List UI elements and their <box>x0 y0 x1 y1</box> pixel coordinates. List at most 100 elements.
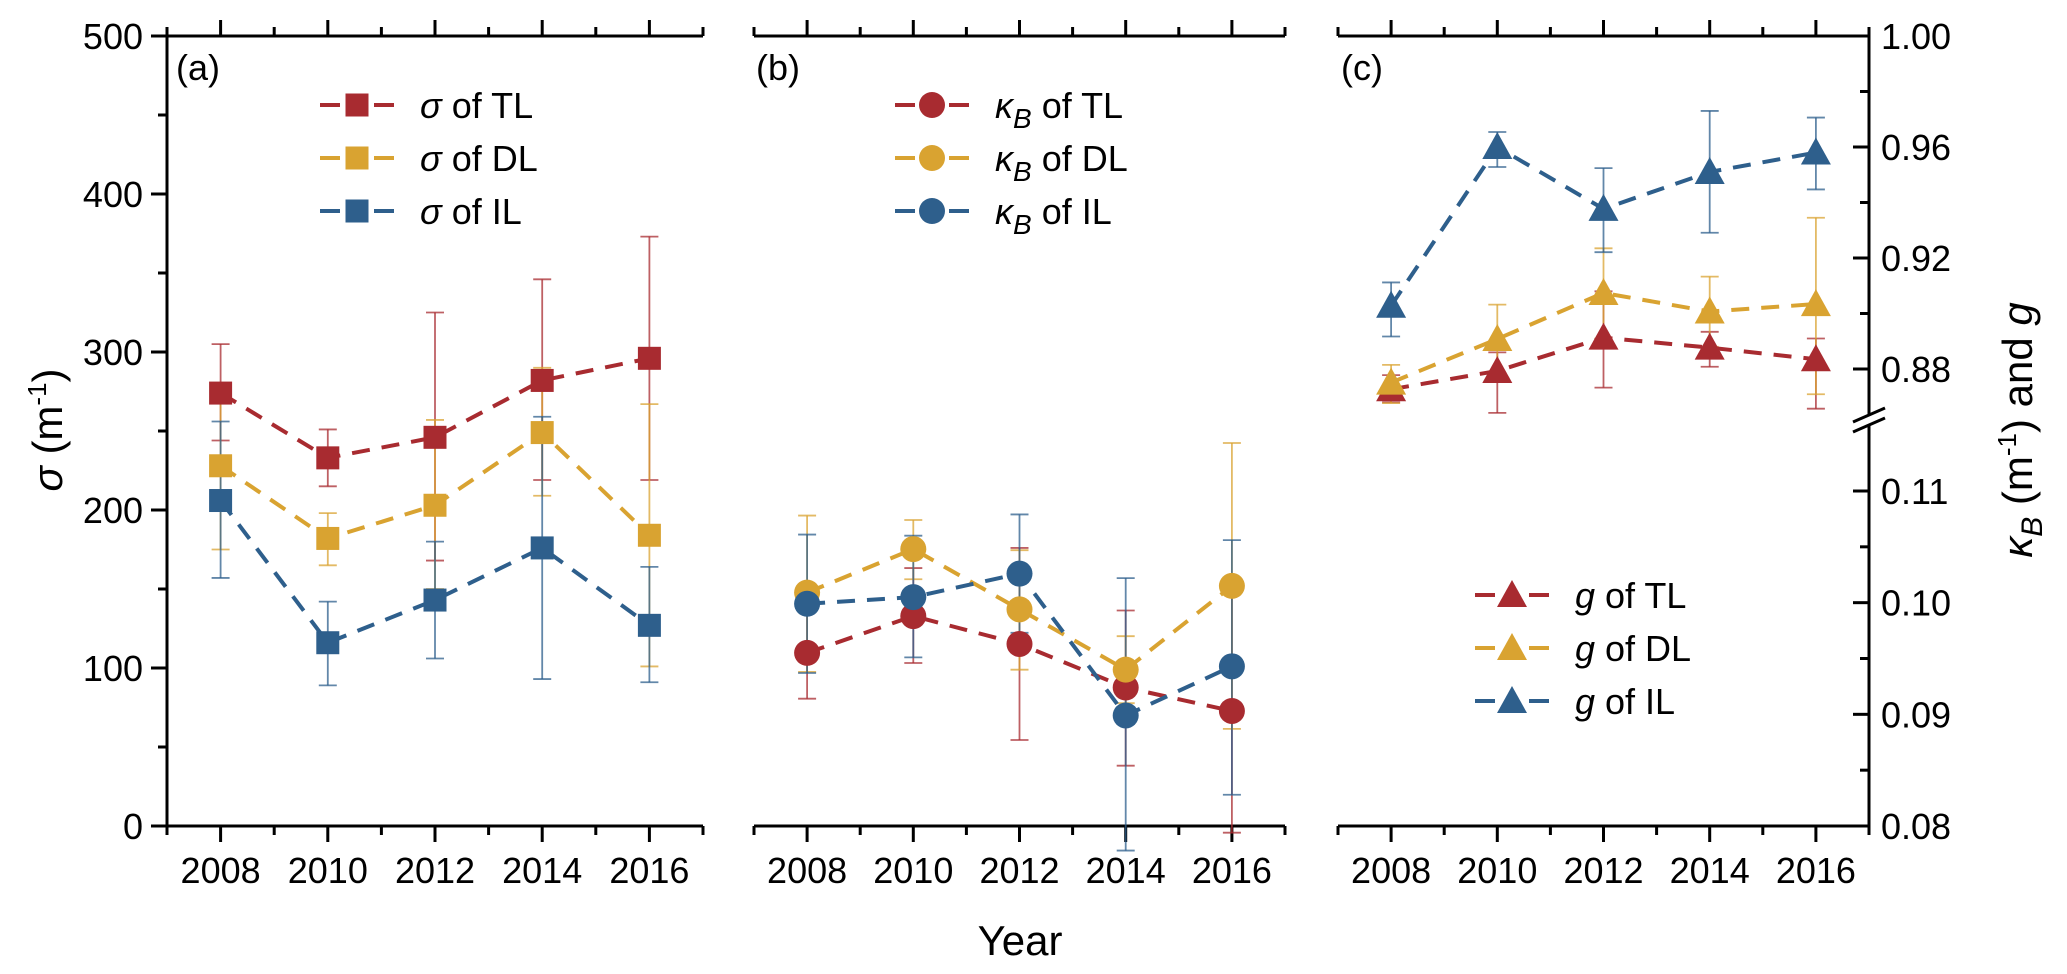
legend-suffix: of DL <box>1595 628 1691 669</box>
legend-marker <box>345 199 369 223</box>
y-tick-label-right: 0.96 <box>1881 127 1951 168</box>
legend-symbol: σ <box>420 138 443 179</box>
x-tick-label: 2010 <box>873 850 953 891</box>
y-tick-label: 200 <box>83 490 143 531</box>
data-point-0-of-il-2012 <box>423 588 447 612</box>
legend-item-2-of-il: g of IL <box>1475 681 1675 722</box>
data-point-2-of-il-2014 <box>1694 156 1725 184</box>
legend-marker <box>919 92 945 118</box>
data-point-2-of-tl-2014 <box>1694 332 1725 360</box>
y-tick-label-right: 1.00 <box>1881 16 1951 57</box>
left-y-axis-unit-close: ) <box>24 368 71 382</box>
x-tick-label: 2014 <box>1086 850 1166 891</box>
x-tick-label: 2012 <box>979 850 1059 891</box>
panel-label-a: (a) <box>176 47 220 88</box>
series-line-1-of-dl <box>806 546 1234 673</box>
data-point-2-of-tl-2016 <box>1800 344 1831 372</box>
data-point-0-of-tl-2016 <box>637 346 661 370</box>
data-point-1-of-il-2012 <box>1006 560 1033 587</box>
axes-layer: 2008 2010 2012 2014 2016 2008 2010 2012 2014 2016… <box>83 16 1951 891</box>
right-y-axis-unit-sup: -1 <box>1992 433 2022 456</box>
x-tick-label: 2008 <box>181 850 261 891</box>
right-y-axis-unit-close: ) and <box>1994 326 2041 433</box>
data-point-1-of-dl-2012 <box>1006 596 1033 623</box>
axis-break-mark <box>1852 416 1886 434</box>
legend-suffix: of IL <box>1032 191 1112 232</box>
data-point-0-of-il-2014 <box>530 536 554 560</box>
legend-item-1-of-tl: κB of TL <box>895 85 1123 134</box>
data-point-0-of-tl-2014 <box>530 368 554 392</box>
data-point-1-of-il-2010 <box>900 584 927 611</box>
left-y-axis-unit-sup: -1 <box>22 382 52 405</box>
y-tick-label-right: 0.11 <box>1881 471 1948 512</box>
data-point-1-of-il-2014 <box>1112 702 1139 729</box>
y-tick-label-right: 0.08 <box>1881 806 1951 847</box>
data-point-0-of-dl-2012 <box>423 493 447 517</box>
x-tick-label: 2010 <box>1457 850 1537 891</box>
right-y-axis-symbol: κ <box>1994 535 2041 558</box>
legend-suffix: of TL <box>1595 575 1686 616</box>
data-point-0-of-tl-2010 <box>316 446 340 470</box>
legend-symbol: κ <box>995 138 1015 179</box>
data-point-2-of-il-2012 <box>1588 193 1619 221</box>
legend-suffix: of TL <box>1032 85 1123 126</box>
x-tick-label: 2016 <box>1776 850 1856 891</box>
legend-symbol: g <box>1575 628 1595 669</box>
data-point-2-of-il-2016 <box>1800 137 1831 165</box>
data-point-2-of-tl-2012 <box>1588 322 1619 350</box>
y-tick-label-right: 0.10 <box>1881 583 1951 624</box>
legend-symbol: κ <box>995 191 1015 232</box>
legend-item-1-of-dl: κB of DL <box>895 138 1128 187</box>
legend-label: g of TL <box>1575 575 1686 616</box>
data-point-0-of-dl-2010 <box>316 526 340 550</box>
legend-subscript: B <box>1013 209 1032 240</box>
y-tick-label: 0 <box>123 806 143 847</box>
right-y-axis-sub: B <box>2016 517 2049 537</box>
x-tick-label: 2016 <box>609 850 689 891</box>
legend-symbol: σ <box>420 191 443 232</box>
legend-subscript: B <box>1013 156 1032 187</box>
legend-marker <box>1497 580 1527 607</box>
y-tick-label-right: 0.09 <box>1881 694 1951 735</box>
data-point-2-of-dl-2012 <box>1588 277 1619 305</box>
series-line-0-of-tl <box>219 356 650 460</box>
right-y-axis-unit-open: (m <box>1994 456 2041 517</box>
data-point-0-of-tl-2012 <box>423 425 447 449</box>
data-point-2-of-dl-2010 <box>1482 324 1513 352</box>
panel-label-b: (b) <box>756 47 800 88</box>
legend-suffix: of IL <box>442 191 522 232</box>
legend-subscript: B <box>1013 103 1032 134</box>
legend-label: κB of DL <box>995 138 1128 187</box>
x-tick-label: 2008 <box>767 850 847 891</box>
legend-label: σ of TL <box>420 85 533 126</box>
x-tick-label: 2012 <box>395 850 475 891</box>
legend-marker <box>1497 633 1527 660</box>
data-point-0-of-il-2008 <box>209 489 233 513</box>
legend-suffix: of IL <box>1595 681 1675 722</box>
data-point-0-of-dl-2014 <box>530 421 554 445</box>
y-tick-label: 500 <box>83 16 143 57</box>
data-point-2-of-dl-2014 <box>1694 296 1725 324</box>
legend-marker <box>919 145 945 171</box>
data-point-2-of-tl-2010 <box>1482 355 1513 383</box>
x-tick-label: 2010 <box>288 850 368 891</box>
data-point-1-of-tl-2010 <box>900 603 927 630</box>
x-tick-label: 2012 <box>1563 850 1643 891</box>
series-line-0-of-il <box>219 499 651 646</box>
left-y-axis-title: σ (m-1) <box>22 368 71 491</box>
data-point-1-of-tl-2016 <box>1218 697 1245 724</box>
data-point-1-of-il-2008 <box>794 590 821 617</box>
x-tick-label: 2014 <box>1670 850 1750 891</box>
legend-item-2-of-dl: g of DL <box>1475 628 1691 669</box>
x-tick-label: 2016 <box>1192 850 1272 891</box>
right-y-axis-g: g <box>1994 302 2041 325</box>
panel-label-c: (c) <box>1341 47 1383 88</box>
legend-marker <box>919 198 945 224</box>
data-point-1-of-dl-2014 <box>1112 656 1139 683</box>
legend-marker <box>1497 686 1527 713</box>
legend-label: σ of IL <box>420 191 522 232</box>
data-point-1-of-tl-2014 <box>1112 674 1139 701</box>
data-point-1-of-il-2016 <box>1218 653 1245 680</box>
